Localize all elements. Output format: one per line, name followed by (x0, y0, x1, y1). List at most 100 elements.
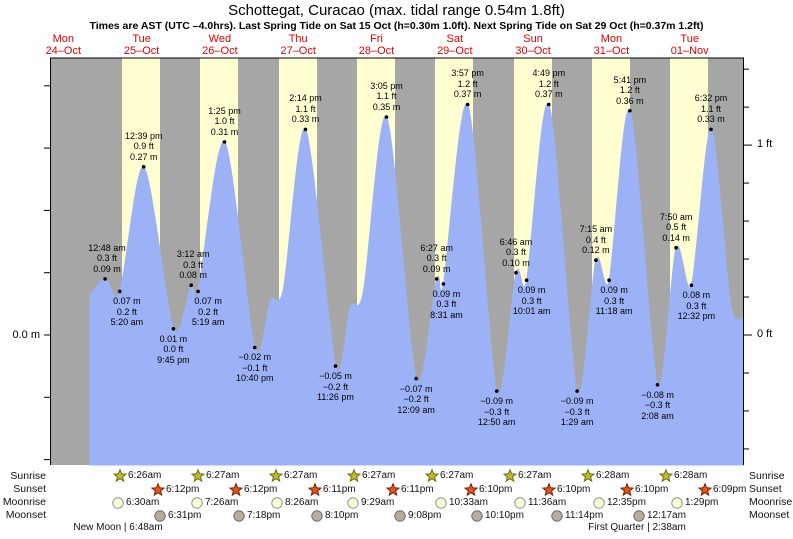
tide-annotation-low: 0.08 m 0.3 ft 12:32 pm (677, 290, 716, 322)
sunset-time: 6:10pm (635, 484, 669, 495)
moonrise-icon (191, 497, 203, 509)
sunset-row-label-left: Sunset (13, 483, 46, 495)
tide-point-low (494, 389, 499, 393)
moonrise-time: 11:36am (528, 497, 567, 508)
moonset-icon (471, 510, 483, 522)
sunrise-row-label-right: Sunrise (749, 470, 785, 482)
day-label: Tue 25–Oct (123, 33, 160, 57)
first-quarter-label: First Quarter | 2:38am (588, 522, 686, 533)
tide-annotation-low: 0.09 m 0.3 ft 11:18 am (595, 285, 633, 317)
moonrise-icon (347, 497, 359, 509)
moonset-icon (551, 510, 563, 522)
sunrise-icon (502, 468, 518, 483)
tide-point-low (524, 278, 529, 283)
moonset-icon (311, 510, 323, 522)
tide-point-low (575, 389, 579, 393)
tide-point-high (709, 127, 713, 132)
sunset-icon (541, 482, 557, 497)
tide-annotation-high: 6:46 am 0.3 ft 0.10 m (499, 236, 533, 268)
sunset-time: 6:09pm (713, 484, 747, 495)
tide-point-high (514, 270, 518, 275)
tide-point-low (171, 327, 176, 331)
sunset-time: 6:10pm (557, 484, 591, 495)
tide-annotation-high: 3:57 pm 1.2 ft 0.37 m (451, 68, 484, 100)
moonset-icon (233, 510, 245, 522)
left-axis-label-0m: 0.0 m (12, 329, 40, 341)
sunrise-icon (112, 468, 128, 483)
tide-annotation-high: 5:41 pm 1.2 ft 0.36 m (613, 74, 647, 106)
tide-point-high (384, 115, 389, 119)
tide-point-high (189, 283, 193, 288)
sunrise-row-label-left: Sunrise (10, 470, 46, 482)
sunset-icon (619, 482, 635, 497)
moonset-time: 11:14pm (565, 510, 604, 521)
moonset-time: 8:10pm (325, 510, 359, 521)
sunset-icon (697, 482, 713, 497)
day-label: Mon 31–Oct (593, 33, 630, 57)
moonrise-time: 12:35pm (607, 497, 646, 508)
tide-curve-area (89, 103, 744, 466)
tide-point-high (674, 246, 678, 250)
sunset-time: 6:11pm (323, 484, 356, 495)
moonset-time: 9:08pm (408, 510, 442, 521)
day-label: Thu 27–Oct (280, 33, 316, 57)
tide-point-low (689, 283, 694, 288)
sunrise-time: 6:28am (596, 470, 630, 481)
moonrise-row-label-right: Moonrise (749, 496, 793, 508)
sunrise-time: 6:27am (518, 470, 552, 481)
moonset-time: 6:31pm (168, 510, 202, 521)
moonset-time: 12:17am (647, 510, 686, 521)
moonrise-icon (593, 497, 605, 509)
tide-annotation-high: 4:49 pm 1.2 ft 0.37 m (532, 68, 566, 100)
moonrise-time: 10:33am (449, 497, 488, 508)
tide-point-high (434, 277, 439, 281)
tide-point-low (118, 289, 122, 294)
tide-point-low (655, 383, 660, 387)
moonrise-icon (671, 497, 683, 509)
sunrise-time: 6:27am (284, 470, 318, 481)
sunset-time: 6:10pm (479, 484, 513, 495)
sunset-icon (463, 482, 479, 497)
sunrise-icon (346, 468, 362, 483)
moonrise-time: 1:29pm (685, 497, 719, 508)
day-label: Fri 28–Oct (358, 33, 395, 57)
moonset-time: 10:10pm (485, 510, 524, 521)
tide-annotation-high: 7:50 am 0.5 ft 0.14 m (659, 211, 693, 243)
tide-point-high (594, 258, 598, 263)
moonrise-time: 8:26am (285, 497, 319, 508)
sunrise-time: 6:27am (362, 470, 396, 481)
sunrise-icon (268, 468, 284, 483)
sunrise-icon (424, 468, 440, 483)
moonrise-row-label-left: Moonrise (2, 496, 46, 508)
tide-point-low (441, 282, 446, 286)
sunrise-time: 6:26am (128, 470, 162, 481)
tide-annotation-high: 6:32 pm 1.1 ft 0.33 m (694, 93, 728, 125)
tide-point-low (414, 376, 418, 381)
sunrise-time: 6:27am (440, 470, 474, 481)
tide-annotation-low: −0.08 m −0.3 ft 2:08 am (641, 389, 674, 421)
tide-annotation-low: −0.09 m −0.3 ft 1:29 am (560, 396, 594, 428)
sunset-time: 6:12pm (244, 484, 278, 495)
day-label: Wed 26–Oct (202, 33, 238, 57)
tide-point-low (252, 345, 257, 350)
tide-annotation-high: 1:25 pm 1.0 ft 0.31 m (208, 105, 241, 137)
moonrise-icon (271, 497, 283, 509)
sunrise-icon (580, 468, 596, 483)
moonset-icon (394, 510, 406, 522)
tide-annotation-low: 0.07 m 0.2 ft 5:19 am (191, 296, 225, 328)
sunrise-icon (190, 468, 206, 483)
tide-point-low (607, 278, 611, 283)
tide-point-high (303, 127, 308, 132)
moonrise-time: 6:30am (126, 497, 160, 508)
tide-point-high (103, 277, 107, 281)
day-label: Mon 24–Oct (45, 33, 82, 57)
tide-annotation-low: 0.09 m 0.3 ft 8:31 am (430, 288, 463, 320)
moonrise-time: 9:29am (361, 497, 395, 508)
tide-point-high (222, 140, 227, 144)
chart-subtitle: Times are AST (UTC –4.0hrs). Last Spring… (89, 20, 704, 32)
new-moon-label: New Moon | 6:48am (73, 522, 163, 533)
sunset-icon (307, 482, 323, 497)
tide-annotation-high: 3:12 am 0.3 ft 0.08 m (176, 249, 210, 281)
tide-point-high (141, 165, 146, 169)
